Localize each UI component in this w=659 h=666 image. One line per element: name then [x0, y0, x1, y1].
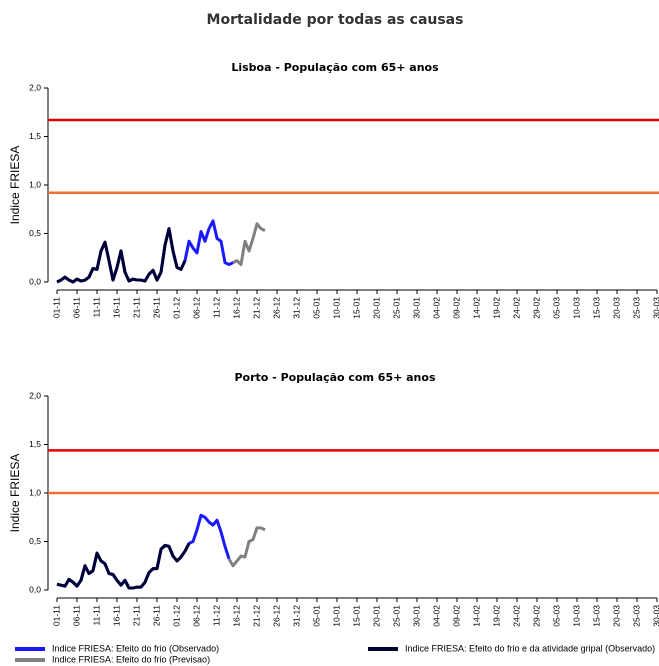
x-tick-label: 15-01 [351, 297, 361, 319]
x-tick-label: 10-01 [331, 297, 341, 319]
x-tick-label: 31-12 [291, 297, 301, 319]
x-tick-label: 29-02 [531, 297, 541, 319]
x-tick-label: 01-11 [51, 605, 61, 626]
x-tick-label: 26-11 [151, 297, 161, 318]
x-tick-label: 11-11 [91, 297, 101, 318]
x-tick-label: 05-01 [311, 605, 321, 627]
x-tick-label: 25-03 [631, 605, 641, 627]
x-tick-label: 10-03 [571, 605, 581, 627]
series-line [232, 222, 266, 267]
x-tick-label: 04-02 [431, 605, 441, 627]
x-tick-label: 30-01 [411, 297, 421, 319]
series-line [56, 219, 234, 284]
y-tick-label: 1,5 [29, 439, 41, 449]
x-tick-label: 09-02 [451, 605, 461, 627]
x-tick-label: 21-11 [131, 297, 141, 318]
y-axis-label: Indice FRIESA [8, 454, 22, 533]
x-tick-label: 30-03 [651, 297, 659, 319]
x-tick-label: 11-11 [91, 605, 101, 626]
series-line [56, 542, 191, 590]
y-tick-label: 0,5 [29, 536, 41, 546]
x-tick-label: 20-03 [611, 297, 621, 319]
x-tick-label: 21-12 [251, 297, 261, 319]
x-tick-label: 01-11 [51, 297, 61, 318]
x-tick-label: 06-12 [191, 297, 201, 319]
x-tick-label: 25-01 [391, 297, 401, 319]
x-tick-label: 30-03 [651, 605, 659, 627]
x-tick-label: 29-02 [531, 605, 541, 627]
x-tick-label: 24-02 [511, 297, 521, 319]
x-tick-label: 06-12 [191, 605, 201, 627]
x-tick-label: 26-12 [271, 297, 281, 319]
legend-label: Indice FRIESA: Efeito do frio (Observado… [52, 643, 219, 653]
legend-label: Indice FRIESA: Efeito do frio (Previsao) [52, 654, 210, 664]
y-tick-label: 2,0 [29, 390, 41, 400]
x-tick-label: 11-12 [211, 297, 221, 318]
y-tick-label: 0,0 [29, 584, 41, 594]
x-tick-label: 16-12 [231, 297, 241, 319]
x-tick-label: 30-01 [411, 605, 421, 627]
x-tick-label: 04-02 [431, 297, 441, 319]
x-tick-label: 31-12 [291, 605, 301, 627]
x-tick-label: 05-03 [551, 605, 561, 627]
x-tick-label: 11-12 [211, 605, 221, 626]
x-tick-label: 24-02 [511, 605, 521, 627]
x-tick-label: 01-12 [171, 297, 181, 319]
y-tick-label: 1,0 [29, 487, 41, 497]
x-tick-label: 20-03 [611, 605, 621, 627]
x-tick-label: 15-03 [591, 605, 601, 627]
x-tick-label: 25-03 [631, 297, 641, 319]
y-tick-label: 0,0 [29, 276, 41, 286]
x-tick-label: 25-01 [391, 605, 401, 627]
series-line [227, 526, 266, 568]
x-tick-label: 20-01 [371, 605, 381, 627]
chart-subtitle: Lisboa - População com 65+ anos [231, 61, 439, 74]
x-tick-label: 15-01 [351, 605, 361, 627]
x-tick-label: 10-01 [331, 605, 341, 627]
x-tick-label: 06-11 [71, 605, 81, 626]
x-tick-label: 01-12 [171, 605, 181, 627]
x-tick-label: 26-12 [271, 605, 281, 627]
x-tick-label: 20-01 [371, 297, 381, 319]
x-tick-label: 26-11 [151, 605, 161, 626]
y-tick-label: 2,0 [29, 82, 41, 92]
x-tick-label: 21-11 [131, 605, 141, 626]
x-tick-label: 16-12 [231, 605, 241, 627]
y-axis-label: Indice FRIESA [8, 146, 22, 225]
x-tick-label: 06-11 [71, 297, 81, 318]
x-tick-label: 15-03 [591, 297, 601, 319]
main-title: Mortalidade por todas as causas [207, 12, 464, 28]
x-tick-label: 05-03 [551, 297, 561, 319]
y-tick-label: 0,5 [29, 228, 41, 238]
x-tick-label: 05-01 [311, 297, 321, 319]
y-tick-label: 1,0 [29, 179, 41, 189]
x-tick-label: 09-02 [451, 297, 461, 319]
x-tick-label: 14-02 [471, 605, 481, 627]
x-tick-label: 19-02 [491, 605, 501, 627]
x-tick-label: 21-12 [251, 605, 261, 627]
x-tick-label: 14-02 [471, 297, 481, 319]
chart-subtitle: Porto - População com 65+ anos [234, 371, 435, 384]
x-tick-label: 16-11 [111, 605, 121, 626]
y-tick-label: 1,5 [29, 131, 41, 141]
x-tick-label: 16-11 [111, 297, 121, 318]
series-line [56, 227, 187, 284]
legend-label: Indice FRIESA: Efeito do frio e da ativi… [405, 643, 655, 653]
x-tick-label: 19-02 [491, 297, 501, 319]
x-tick-label: 10-03 [571, 297, 581, 319]
